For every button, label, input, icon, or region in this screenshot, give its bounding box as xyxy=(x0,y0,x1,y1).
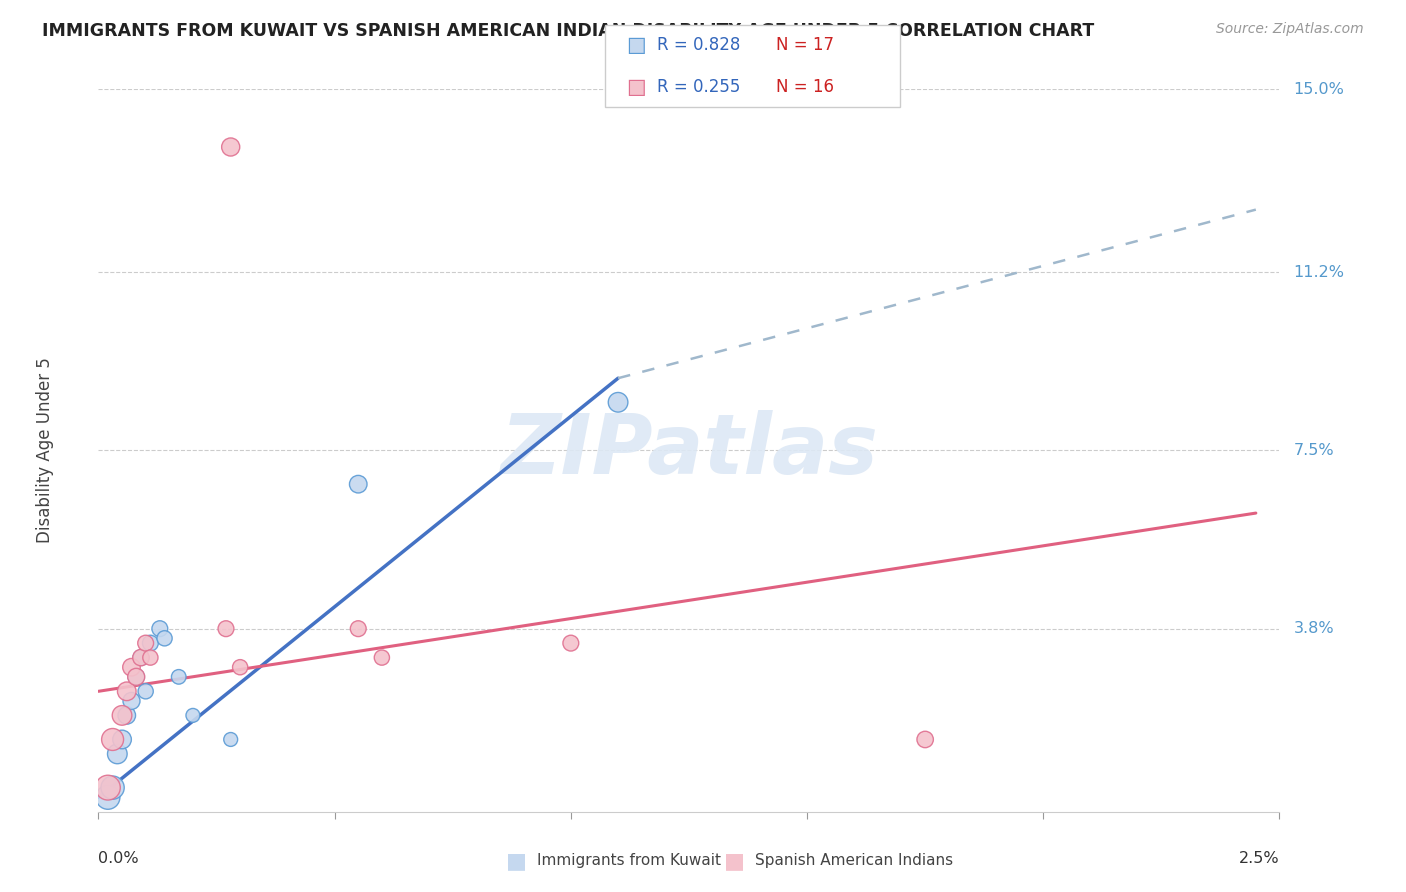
Point xyxy=(371,650,394,665)
Text: R = 0.255: R = 0.255 xyxy=(657,78,740,95)
Text: 15.0%: 15.0% xyxy=(1294,82,1344,96)
Text: R = 0.828: R = 0.828 xyxy=(657,37,740,54)
Point xyxy=(219,732,242,747)
Point xyxy=(97,780,120,795)
Point xyxy=(129,650,152,665)
Text: □: □ xyxy=(626,77,645,96)
Point xyxy=(101,732,124,747)
Point xyxy=(121,660,143,674)
Point xyxy=(153,632,176,646)
Point xyxy=(97,790,120,805)
Text: 2.5%: 2.5% xyxy=(1239,852,1279,866)
Point xyxy=(111,732,134,747)
Point xyxy=(607,395,630,409)
Text: ■: ■ xyxy=(506,851,527,871)
Point xyxy=(121,694,143,708)
Point xyxy=(111,708,134,723)
Text: IMMIGRANTS FROM KUWAIT VS SPANISH AMERICAN INDIAN DISABILITY AGE UNDER 5 CORRELA: IMMIGRANTS FROM KUWAIT VS SPANISH AMERIC… xyxy=(42,22,1094,40)
Point xyxy=(229,660,252,674)
Point xyxy=(139,636,162,650)
Text: N = 17: N = 17 xyxy=(776,37,834,54)
Point xyxy=(125,670,148,684)
Point xyxy=(139,650,162,665)
Point xyxy=(129,650,152,665)
Text: Spanish American Indians: Spanish American Indians xyxy=(755,854,953,868)
Text: 7.5%: 7.5% xyxy=(1294,443,1334,458)
Point xyxy=(914,732,936,747)
Text: ZIPatlas: ZIPatlas xyxy=(501,410,877,491)
Point xyxy=(181,708,204,723)
Text: Source: ZipAtlas.com: Source: ZipAtlas.com xyxy=(1216,22,1364,37)
Point xyxy=(101,780,124,795)
Point xyxy=(135,636,157,650)
Point xyxy=(219,140,242,154)
Point xyxy=(347,622,370,636)
Point xyxy=(167,670,190,684)
Point xyxy=(115,708,138,723)
Point xyxy=(149,622,172,636)
Text: ■: ■ xyxy=(626,77,645,96)
Point xyxy=(215,622,238,636)
Point xyxy=(347,477,370,491)
Text: Immigrants from Kuwait: Immigrants from Kuwait xyxy=(537,854,721,868)
Text: ■: ■ xyxy=(724,851,745,871)
Point xyxy=(560,636,582,650)
Text: ■: ■ xyxy=(626,36,645,55)
Point xyxy=(105,747,128,761)
Text: 11.2%: 11.2% xyxy=(1294,265,1344,280)
Point xyxy=(115,684,138,698)
Text: N = 16: N = 16 xyxy=(776,78,834,95)
Point xyxy=(135,684,157,698)
Text: Disability Age Under 5: Disability Age Under 5 xyxy=(37,358,55,543)
Text: 0.0%: 0.0% xyxy=(98,852,139,866)
Point xyxy=(125,670,148,684)
Text: □: □ xyxy=(626,36,645,55)
Text: 3.8%: 3.8% xyxy=(1294,621,1334,636)
